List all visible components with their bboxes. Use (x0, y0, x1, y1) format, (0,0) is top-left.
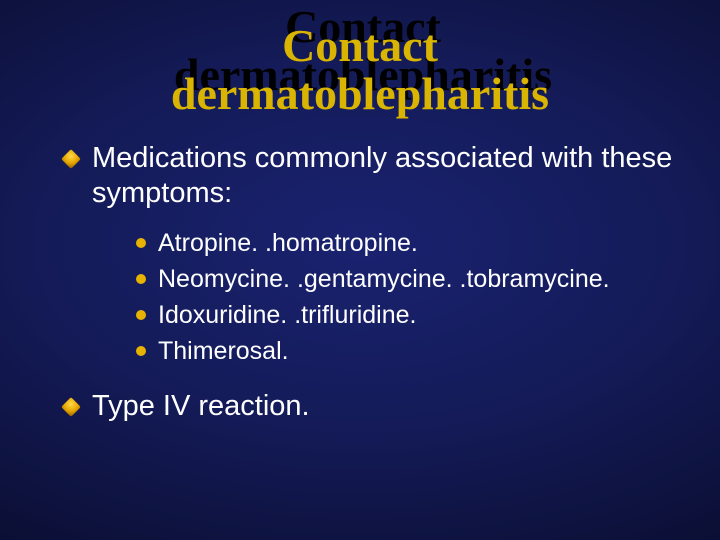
dot-bullet-icon (136, 310, 146, 320)
sub-list-item: Idoxuridine. .trifluridine. (136, 299, 678, 331)
list-item-text: Medications commonly associated with the… (92, 141, 678, 212)
list-item: Medications commonly associated with the… (64, 141, 678, 212)
dot-bullet-icon (136, 238, 146, 248)
dot-bullet-icon (136, 274, 146, 284)
list-item-text: Type IV reaction. (92, 389, 310, 424)
slide-body: Medications commonly associated with the… (0, 119, 720, 425)
sub-list-item-text: Atropine. .homatropine. (158, 227, 418, 259)
sub-list-item-text: Thimerosal. (158, 335, 289, 367)
dot-bullet-icon (136, 346, 146, 356)
slide: Contact dermatoblepharitis Contact derma… (0, 0, 720, 540)
sub-list-item-text: Neomycine. .gentamycine. .tobramycine. (158, 263, 610, 295)
title-line1: Contact (282, 20, 438, 71)
list-item: Type IV reaction. (64, 389, 678, 424)
slide-title: Contact dermatoblepharitis Contact derma… (0, 0, 720, 119)
sub-list-item: Neomycine. .gentamycine. .tobramycine. (136, 263, 678, 295)
diamond-bullet-icon (61, 397, 81, 417)
diamond-bullet-icon (61, 149, 81, 169)
sub-list-item: Atropine. .homatropine. (136, 227, 678, 259)
sub-list: Atropine. .homatropine. Neomycine. .gent… (64, 217, 678, 389)
sub-list-item: Thimerosal. (136, 335, 678, 367)
title-line2: dermatoblepharitis (171, 68, 549, 119)
title-main: Contact dermatoblepharitis (0, 22, 720, 119)
sub-list-item-text: Idoxuridine. .trifluridine. (158, 299, 416, 331)
